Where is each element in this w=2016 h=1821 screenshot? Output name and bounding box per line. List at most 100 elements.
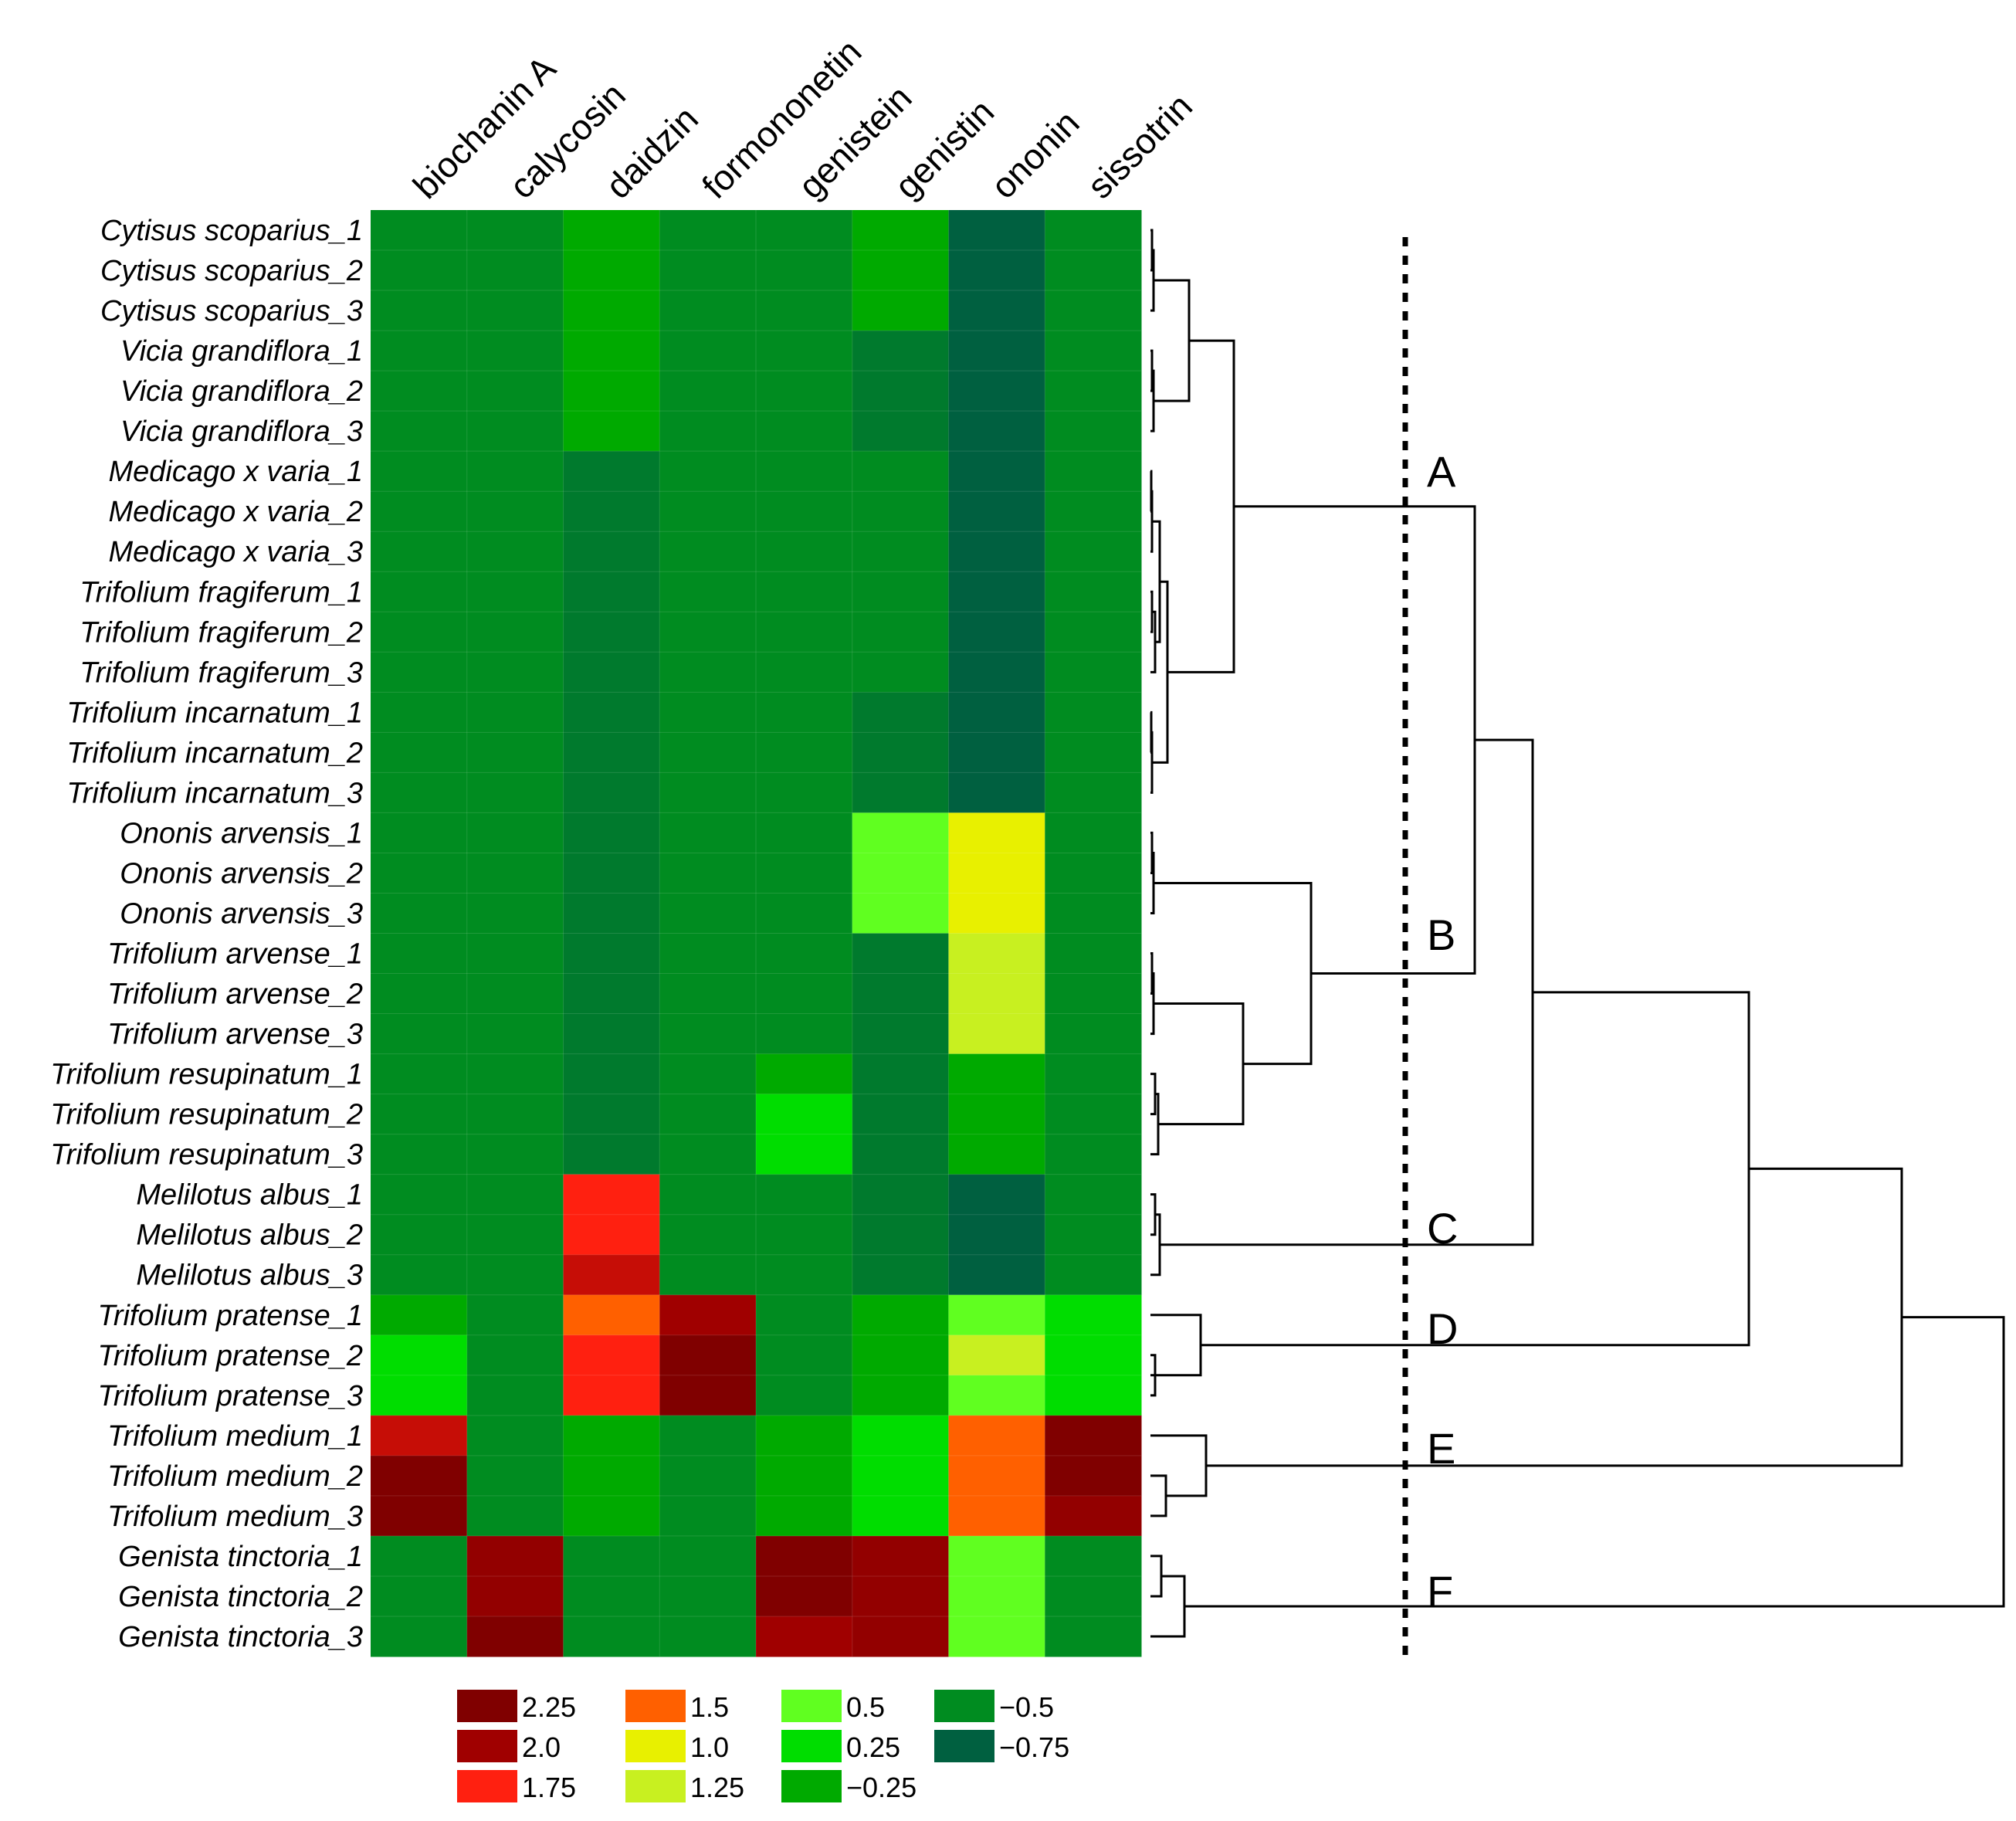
heatmap-cell (852, 210, 949, 251)
heatmap-cell (659, 853, 757, 894)
heatmap-cell (948, 1254, 1045, 1296)
heatmap-cell (563, 973, 660, 1015)
heatmap-cell (948, 772, 1045, 813)
row-label: Medicago x varia_2 (108, 496, 363, 528)
heatmap-cell (371, 571, 468, 612)
heatmap-cell (756, 1415, 853, 1456)
cluster-label: D (1427, 1304, 1458, 1353)
row-label: Trifolium pratense_3 (97, 1380, 363, 1412)
dendrogram-branch (1160, 738, 1534, 1246)
heatmap-cell (371, 812, 468, 853)
heatmap-cell (1045, 1575, 1142, 1617)
cluster-label: A (1427, 447, 1456, 496)
heatmap-cell (466, 571, 564, 612)
heatmap-cell (852, 732, 949, 773)
heatmap-cell (466, 1294, 564, 1336)
heatmap-cell (852, 1415, 949, 1456)
heatmap-cell (371, 732, 468, 773)
heatmap-cell (948, 973, 1045, 1015)
heatmap-cell (756, 1254, 853, 1296)
heatmap-cell (371, 1375, 468, 1416)
cluster-label: B (1427, 910, 1455, 959)
row-label: Trifolium arvense_2 (107, 978, 363, 1011)
heatmap-cell (466, 853, 564, 894)
heatmap-cell (1045, 1334, 1142, 1376)
heatmap-cell (1045, 1174, 1142, 1216)
legend-swatch (457, 1690, 517, 1722)
heatmap-cell (466, 250, 564, 291)
heatmap-cell (563, 732, 660, 773)
heatmap-cell (756, 692, 853, 733)
dendrogram-branch (1150, 1575, 1186, 1638)
heatmap-cell (563, 331, 660, 371)
heatmap-cell (466, 1415, 564, 1456)
heatmap-cell (1045, 1455, 1142, 1497)
heatmap-cell (659, 1134, 757, 1175)
heatmap-cell (948, 250, 1045, 291)
heatmap-cell (371, 692, 468, 733)
heatmap-cell (371, 1053, 468, 1095)
row-label: Genista tinctoria_2 (118, 1581, 363, 1613)
heatmap-cell (852, 371, 949, 412)
heatmap-cell (466, 973, 564, 1015)
heatmap-cell (852, 571, 949, 612)
heatmap-cell (563, 531, 660, 572)
heatmap-cell (948, 812, 1045, 853)
heatmap-cell (563, 290, 660, 331)
cluster-label: F (1427, 1567, 1453, 1616)
heatmap-cell (371, 1415, 468, 1456)
legend-swatch (625, 1730, 686, 1762)
heatmap-cell (563, 1094, 660, 1135)
heatmap-cell (1045, 772, 1142, 813)
heatmap-cell (466, 772, 564, 813)
heatmap-cell (756, 612, 853, 653)
heatmap-cell (659, 1616, 757, 1657)
heatmap-cell (563, 1415, 660, 1456)
heatmap-cell (852, 893, 949, 934)
heatmap-cell (852, 411, 949, 452)
heatmap-cell (756, 290, 853, 331)
heatmap-cell (852, 1214, 949, 1256)
heatmap-cell (756, 1334, 853, 1376)
legend-swatch (457, 1730, 517, 1762)
heatmap-cell (852, 1134, 949, 1175)
row-label: Melilotus albus_3 (136, 1260, 363, 1292)
legend-swatch (781, 1770, 842, 1802)
heatmap-cell (659, 250, 757, 291)
heatmap-cell (466, 1254, 564, 1296)
heatmap-cell (1045, 1094, 1142, 1135)
heatmap-cell (756, 1174, 853, 1216)
heatmap-cell (948, 1535, 1045, 1577)
heatmap-cell (756, 652, 853, 693)
heatmap-cell (852, 1294, 949, 1336)
dendrogram-branch (1150, 1555, 1163, 1598)
heatmap-cell (756, 331, 853, 371)
heatmap-cell (466, 1575, 564, 1617)
heatmap-cell (659, 812, 757, 853)
heatmap-cell (563, 1214, 660, 1256)
heatmap-cell (371, 210, 468, 251)
row-label: Trifolium resupinatum_2 (50, 1099, 363, 1131)
cluster-label: E (1427, 1424, 1455, 1473)
heatmap-cell (756, 812, 853, 853)
row-label: Vicia grandiflora_3 (120, 415, 363, 448)
heatmap-cell (1045, 1013, 1142, 1055)
row-label: Trifolium arvense_1 (107, 938, 363, 971)
row-label: Genista tinctoria_3 (118, 1621, 363, 1653)
heatmap-cell (852, 1094, 949, 1135)
cluster-label: C (1427, 1204, 1458, 1253)
heatmap-cell (659, 1334, 757, 1376)
heatmap-cell (371, 1616, 468, 1657)
heatmap-cell (756, 451, 853, 492)
heatmap-cell (756, 1575, 853, 1617)
heatmap-cell (466, 1053, 564, 1095)
row-label: Vicia grandiflora_2 (120, 375, 363, 408)
row-label: Trifolium fragiferum_1 (80, 576, 363, 609)
legend-label: 0.5 (846, 1691, 885, 1723)
heatmap-cell (1045, 1616, 1142, 1657)
dendrogram-branch (1234, 505, 1476, 975)
heatmap-cell (466, 732, 564, 773)
heatmap-cell (756, 491, 853, 532)
dendrogram-branch (1201, 991, 1750, 1347)
